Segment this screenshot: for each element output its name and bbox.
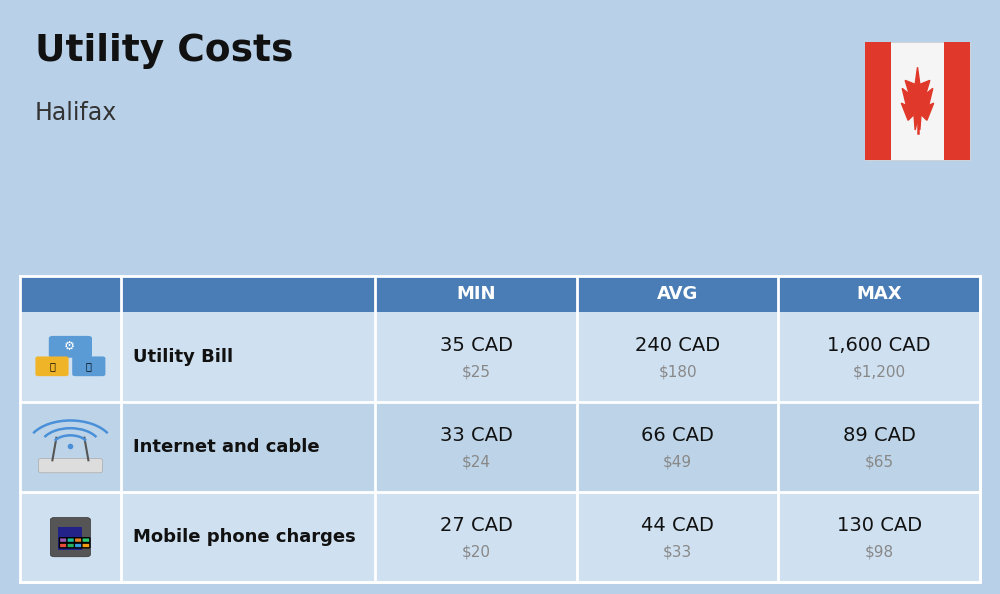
- Text: Halifax: Halifax: [35, 101, 117, 125]
- Text: $25: $25: [462, 364, 490, 379]
- Text: MAX: MAX: [856, 285, 902, 304]
- Text: 27 CAD: 27 CAD: [440, 516, 512, 535]
- Bar: [865, 42, 970, 160]
- Text: 44 CAD: 44 CAD: [641, 516, 714, 535]
- Text: $24: $24: [462, 454, 490, 469]
- Text: $65: $65: [865, 454, 894, 469]
- Text: $49: $49: [663, 454, 692, 469]
- Text: $180: $180: [658, 364, 697, 379]
- Text: 🔌: 🔌: [49, 361, 55, 371]
- Text: $20: $20: [462, 544, 490, 559]
- Text: Mobile phone charges: Mobile phone charges: [133, 528, 356, 546]
- FancyBboxPatch shape: [74, 543, 82, 548]
- FancyBboxPatch shape: [59, 543, 67, 548]
- Bar: [121, 276, 375, 312]
- Text: Internet and cable: Internet and cable: [133, 438, 319, 456]
- FancyBboxPatch shape: [67, 543, 75, 548]
- Text: MIN: MIN: [456, 285, 496, 304]
- Text: Utility Costs: Utility Costs: [35, 33, 293, 69]
- FancyBboxPatch shape: [50, 517, 90, 557]
- FancyBboxPatch shape: [59, 538, 67, 542]
- FancyBboxPatch shape: [38, 459, 102, 473]
- Bar: [20, 312, 980, 402]
- Text: AVG: AVG: [657, 285, 698, 304]
- FancyBboxPatch shape: [82, 538, 90, 542]
- Text: 89 CAD: 89 CAD: [843, 426, 916, 445]
- Text: Utility Bill: Utility Bill: [133, 348, 233, 366]
- Bar: [20, 402, 980, 492]
- Text: 66 CAD: 66 CAD: [641, 426, 714, 445]
- Text: 240 CAD: 240 CAD: [635, 336, 720, 355]
- Bar: [20, 276, 121, 312]
- Text: 35 CAD: 35 CAD: [440, 336, 512, 355]
- Bar: [58, 527, 82, 549]
- Text: $1,200: $1,200: [853, 364, 906, 379]
- FancyBboxPatch shape: [72, 356, 105, 376]
- Bar: [944, 42, 970, 160]
- Text: $33: $33: [663, 544, 692, 559]
- Bar: [20, 492, 980, 582]
- Text: ⚙: ⚙: [64, 340, 75, 353]
- Polygon shape: [901, 67, 934, 130]
- FancyBboxPatch shape: [82, 543, 90, 548]
- Text: $98: $98: [865, 544, 894, 559]
- FancyBboxPatch shape: [74, 538, 82, 542]
- Text: 1,600 CAD: 1,600 CAD: [827, 336, 931, 355]
- Text: 💧: 💧: [86, 361, 92, 371]
- Text: 130 CAD: 130 CAD: [837, 516, 922, 535]
- Text: 33 CAD: 33 CAD: [440, 426, 512, 445]
- FancyBboxPatch shape: [35, 356, 69, 376]
- Bar: [20, 276, 980, 312]
- FancyBboxPatch shape: [67, 538, 75, 542]
- FancyBboxPatch shape: [49, 336, 92, 358]
- Bar: [865, 42, 891, 160]
